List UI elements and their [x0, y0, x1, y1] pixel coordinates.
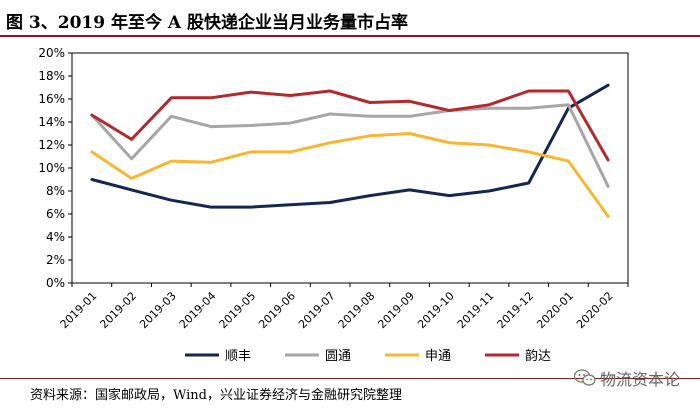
- y-tick-label: 12%: [38, 138, 65, 152]
- y-tick-label: 2%: [46, 253, 65, 267]
- legend-label: 顺丰: [225, 349, 251, 364]
- series-line: [90, 83, 610, 209]
- x-tick-label: 2019-01: [58, 289, 100, 331]
- y-tick-label: 6%: [46, 207, 65, 221]
- x-tick-label: 2019-05: [217, 289, 259, 331]
- watermark-text: 物流资本论: [599, 370, 680, 389]
- y-tick-label: 14%: [38, 115, 65, 129]
- x-tick-label: 2019-11: [455, 289, 497, 331]
- series-line: [90, 89, 610, 162]
- x-tick-label: 2019-07: [296, 289, 338, 331]
- y-tick-label: 18%: [38, 69, 65, 83]
- y-tick-label: 16%: [38, 92, 65, 106]
- x-tick-label: 2019-04: [177, 289, 219, 331]
- x-tick-label: 2019-08: [336, 289, 378, 331]
- chart-title: 图 3、2019 年至今 A 股快递企业当月业务量市占率: [6, 13, 409, 33]
- footer-divider: [0, 378, 700, 379]
- y-tick-label: 20%: [38, 46, 65, 60]
- y-tick-label: 10%: [38, 161, 65, 175]
- x-tick-label: 2019-10: [415, 289, 457, 331]
- x-tick-label: 2019-06: [256, 289, 298, 331]
- title-divider: [0, 35, 700, 37]
- chart-legend: 顺丰 圆通 申通 韵达: [185, 349, 551, 364]
- series-line: [90, 103, 610, 188]
- x-tick-label: 2019-09: [375, 289, 417, 331]
- chart-series: [90, 83, 610, 218]
- x-tick-label: 2019-12: [495, 289, 537, 331]
- x-tick-label: 2020-02: [574, 289, 616, 331]
- legend-label: 圆通: [325, 349, 351, 364]
- x-tick-label: 2019-03: [137, 289, 179, 331]
- source-note: 资料来源：国家邮政局，Wind，兴业证券经济与金融研究院整理: [30, 388, 402, 403]
- legend-label: 韵达: [525, 349, 551, 364]
- wechat-icon: [573, 369, 596, 386]
- legend-label: 申通: [425, 349, 451, 364]
- x-tick-label: 2019-02: [97, 289, 139, 331]
- y-tick-label: 8%: [46, 184, 65, 198]
- series-line: [90, 132, 610, 218]
- watermark: 物流资本论: [573, 366, 680, 390]
- x-tick-label: 2020-01: [534, 289, 576, 331]
- y-tick-label: 4%: [46, 230, 65, 244]
- y-tick-label: 0%: [46, 276, 65, 290]
